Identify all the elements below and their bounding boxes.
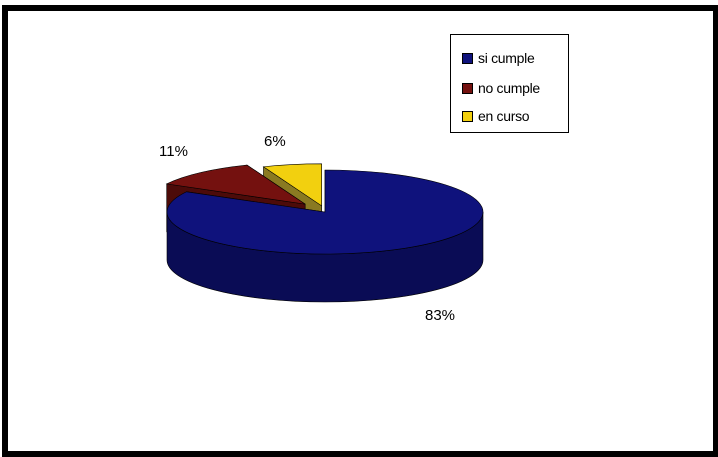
- data-label-si-cumple: 83%: [425, 307, 455, 324]
- legend-label-en-curso: en curso: [478, 108, 530, 124]
- legend-item-si-cumple: si cumple: [462, 48, 535, 68]
- pie-slice-si-cumple: [166, 169, 484, 255]
- legend: si cumple no cumple en curso: [450, 34, 569, 133]
- legend-swatch-no-cumple: [462, 82, 473, 94]
- pie-tops-layer: [165, 163, 484, 255]
- legend-swatch-si-cumple: [462, 52, 473, 64]
- pie-labels-layer: 83% 11% 6%: [159, 133, 455, 324]
- pie-slice-no-cumple: [165, 164, 306, 205]
- legend-swatch-en-curso: [462, 110, 473, 122]
- data-label-en-curso: 6%: [264, 133, 286, 150]
- legend-label-si-cumple: si cumple: [478, 50, 535, 66]
- legend-label-no-cumple: no cumple: [478, 80, 540, 96]
- data-label-no-cumple: 11%: [159, 143, 188, 160]
- legend-item-no-cumple: no cumple: [462, 78, 540, 98]
- legend-item-en-curso: en curso: [462, 106, 530, 126]
- pie-slice-en-curso: [262, 163, 322, 207]
